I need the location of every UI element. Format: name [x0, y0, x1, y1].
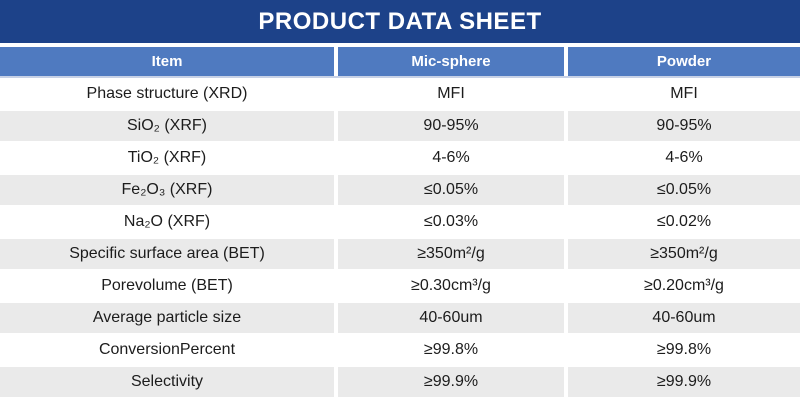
mic-sphere-value-cell: ≤0.05%	[338, 175, 564, 205]
item-cell: Porevolume (BET)	[0, 270, 334, 302]
mic-sphere-value-cell: 40-60um	[338, 303, 564, 333]
mic-sphere-value-cell: MFI	[338, 78, 564, 110]
powder-value-cell: ≥0.20cm³/g	[568, 270, 800, 302]
powder-value-cell: 4-6%	[568, 142, 800, 174]
product-data-table: Item Mic-sphere Powder Phase structure (…	[0, 47, 800, 398]
item-cell: Fe₂O₃ (XRF)	[0, 175, 334, 205]
mic-sphere-value-cell: ≥0.30cm³/g	[338, 270, 564, 302]
table-row-tio2: TiO₂ (XRF) 4-6% 4-6%	[0, 142, 800, 174]
header-cell-item: Item	[0, 47, 334, 76]
item-cell: Selectivity	[0, 367, 334, 397]
item-cell: SiO₂ (XRF)	[0, 111, 334, 141]
table-row-specific-surface-area: Specific surface area (BET) ≥350m²/g ≥35…	[0, 238, 800, 270]
table-row-na2o: Na₂O (XRF) ≤0.03% ≤0.02%	[0, 206, 800, 238]
mic-sphere-value-cell: ≥99.8%	[338, 334, 564, 366]
table-row-porevolume: Porevolume (BET) ≥0.30cm³/g ≥0.20cm³/g	[0, 270, 800, 302]
powder-value-cell: ≤0.05%	[568, 175, 800, 205]
powder-value-cell: ≥99.8%	[568, 334, 800, 366]
item-cell: ConversionPercent	[0, 334, 334, 366]
powder-value-cell: 40-60um	[568, 303, 800, 333]
item-cell: TiO₂ (XRF)	[0, 142, 334, 174]
powder-value-cell: ≤0.02%	[568, 206, 800, 238]
mic-sphere-value-cell: 4-6%	[338, 142, 564, 174]
item-cell: Specific surface area (BET)	[0, 239, 334, 269]
header-cell-powder: Powder	[568, 47, 800, 76]
table-row-conversion-percent: ConversionPercent ≥99.8% ≥99.8%	[0, 334, 800, 366]
mic-sphere-value-cell: ≤0.03%	[338, 206, 564, 238]
table-header-row: Item Mic-sphere Powder	[0, 47, 800, 78]
table-row-fe2o3: Fe₂O₃ (XRF) ≤0.05% ≤0.05%	[0, 174, 800, 206]
powder-value-cell: 90-95%	[568, 111, 800, 141]
table-row-selectivity: Selectivity ≥99.9% ≥99.9%	[0, 366, 800, 398]
table-row-phase-structure: Phase structure (XRD) MFI MFI	[0, 78, 800, 110]
page-title: PRODUCT DATA SHEET	[258, 7, 542, 35]
mic-sphere-value-cell: ≥350m²/g	[338, 239, 564, 269]
item-cell: Phase structure (XRD)	[0, 78, 334, 110]
powder-value-cell: MFI	[568, 78, 800, 110]
table-row-sio2: SiO₂ (XRF) 90-95% 90-95%	[0, 110, 800, 142]
powder-value-cell: ≥99.9%	[568, 367, 800, 397]
item-cell: Na₂O (XRF)	[0, 206, 334, 238]
mic-sphere-value-cell: 90-95%	[338, 111, 564, 141]
header-cell-mic-sphere: Mic-sphere	[338, 47, 564, 76]
item-cell: Average particle size	[0, 303, 334, 333]
mic-sphere-value-cell: ≥99.9%	[338, 367, 564, 397]
table-row-average-particle-size: Average particle size 40-60um 40-60um	[0, 302, 800, 334]
title-bar: PRODUCT DATA SHEET	[0, 0, 800, 43]
powder-value-cell: ≥350m²/g	[568, 239, 800, 269]
